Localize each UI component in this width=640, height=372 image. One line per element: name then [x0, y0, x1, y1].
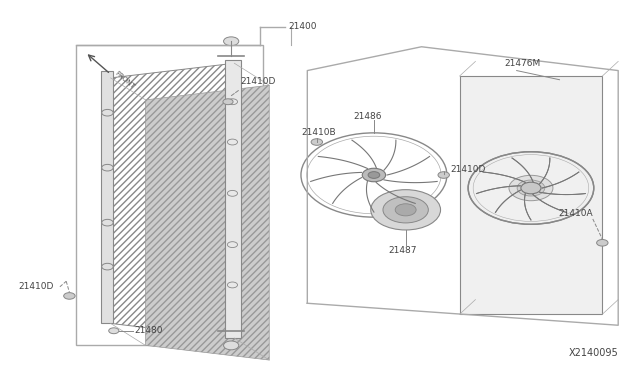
Text: 21410D: 21410D	[450, 165, 485, 174]
Circle shape	[509, 175, 553, 201]
Circle shape	[223, 37, 239, 46]
Circle shape	[596, 240, 608, 246]
Circle shape	[109, 328, 119, 334]
Bar	[225, 60, 241, 338]
Polygon shape	[111, 63, 234, 338]
Circle shape	[102, 164, 113, 171]
Circle shape	[311, 139, 323, 145]
Text: 21487: 21487	[388, 246, 417, 254]
Circle shape	[438, 172, 449, 178]
Text: 21410D: 21410D	[241, 77, 276, 86]
Circle shape	[521, 182, 541, 194]
Polygon shape	[460, 76, 602, 314]
Polygon shape	[145, 85, 269, 360]
Circle shape	[517, 180, 545, 196]
Text: 21400: 21400	[288, 22, 317, 31]
Bar	[76, 45, 263, 346]
Circle shape	[102, 219, 113, 226]
Text: 21486: 21486	[353, 112, 382, 121]
Circle shape	[227, 99, 237, 105]
Text: 21476M: 21476M	[504, 59, 540, 68]
Circle shape	[227, 139, 237, 145]
Circle shape	[64, 293, 75, 299]
Text: 21410A: 21410A	[558, 209, 593, 218]
Circle shape	[227, 242, 237, 247]
Bar	[101, 71, 113, 323]
Circle shape	[223, 341, 239, 350]
Circle shape	[368, 171, 380, 179]
Circle shape	[521, 182, 541, 194]
Text: FRONT: FRONT	[114, 71, 136, 90]
Circle shape	[526, 185, 536, 191]
Text: 21410B: 21410B	[301, 128, 335, 137]
Circle shape	[227, 190, 237, 196]
Circle shape	[383, 197, 428, 223]
Circle shape	[227, 282, 237, 288]
Circle shape	[102, 263, 113, 270]
Circle shape	[223, 99, 233, 105]
Circle shape	[395, 204, 416, 216]
Text: 21410D: 21410D	[19, 282, 54, 291]
Text: 21480: 21480	[134, 326, 163, 335]
Text: X2140095: X2140095	[568, 348, 618, 358]
Circle shape	[362, 168, 386, 182]
Circle shape	[371, 190, 440, 230]
Circle shape	[102, 109, 113, 116]
